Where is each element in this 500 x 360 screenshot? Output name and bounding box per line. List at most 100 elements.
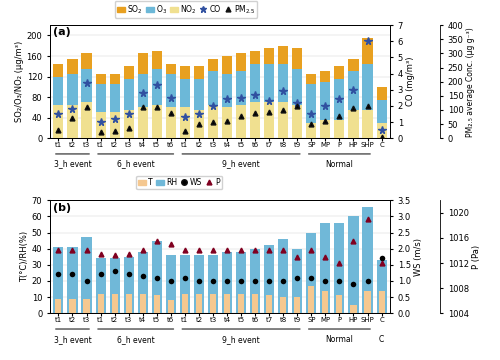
Bar (152, 240, 162, 313)
Bar (320, 223, 330, 313)
Bar (208, 59, 218, 71)
Text: 3_h event: 3_h event (54, 335, 92, 344)
Bar (336, 296, 342, 313)
Bar (362, 110, 372, 138)
Bar (82, 102, 92, 138)
Bar (334, 120, 344, 138)
Bar (166, 64, 176, 74)
Bar (180, 66, 190, 79)
Bar (250, 249, 260, 313)
Bar (68, 74, 78, 105)
Bar (378, 291, 384, 313)
Y-axis label: PM₂.₅ average Conc. (μg g⁻³): PM₂.₅ average Conc. (μg g⁻³) (466, 27, 475, 136)
Bar (278, 46, 288, 64)
Bar (376, 100, 386, 123)
Bar (266, 296, 272, 313)
Bar (82, 53, 92, 69)
Bar (252, 294, 258, 313)
Bar (182, 294, 188, 313)
Bar (168, 300, 174, 313)
Bar (208, 105, 218, 138)
Bar (180, 107, 190, 138)
Bar (362, 207, 372, 313)
Bar (376, 260, 386, 313)
Bar (306, 84, 316, 123)
Bar (166, 255, 176, 313)
Legend: SO$_2$, O$_3$, NO$_2$, CO, PM$_{2.5}$: SO$_2$, O$_3$, NO$_2$, CO, PM$_{2.5}$ (115, 1, 257, 18)
Bar (210, 294, 216, 313)
Bar (96, 258, 106, 313)
Bar (250, 51, 260, 64)
Bar (56, 299, 62, 313)
Legend: T, RH, WS, P: T, RH, WS, P (136, 176, 222, 189)
Y-axis label: T(°C)/RH(%): T(°C)/RH(%) (20, 231, 29, 282)
Bar (364, 291, 370, 313)
Bar (96, 112, 106, 138)
Y-axis label: SO₂/O₃/NO₂ (μg/m³): SO₂/O₃/NO₂ (μg/m³) (14, 41, 24, 122)
Bar (138, 252, 148, 313)
Bar (196, 294, 202, 313)
Bar (124, 79, 134, 110)
Bar (68, 59, 78, 74)
Bar (112, 294, 117, 313)
Text: (b): (b) (54, 203, 72, 212)
Bar (264, 64, 274, 102)
Bar (194, 110, 204, 138)
Bar (222, 74, 232, 107)
Bar (292, 69, 302, 105)
Bar (68, 247, 78, 313)
Bar (110, 258, 120, 313)
Bar (208, 71, 218, 105)
Text: 9_h event: 9_h event (222, 159, 260, 168)
Text: 3_h event: 3_h event (54, 159, 92, 168)
Bar (126, 294, 132, 313)
Text: C: C (379, 335, 384, 344)
Bar (350, 305, 356, 313)
Bar (224, 294, 230, 313)
Bar (124, 110, 134, 138)
Bar (166, 74, 176, 107)
Bar (306, 233, 316, 313)
Bar (180, 255, 190, 313)
Bar (334, 66, 344, 79)
Bar (278, 64, 288, 102)
Bar (264, 102, 274, 138)
Y-axis label: CO (mg/m³): CO (mg/m³) (406, 57, 415, 107)
Bar (54, 247, 64, 313)
Bar (348, 110, 358, 138)
Bar (138, 53, 148, 74)
Bar (322, 291, 328, 313)
Bar (278, 102, 288, 138)
Bar (348, 216, 358, 313)
Bar (138, 107, 148, 138)
Bar (236, 53, 246, 71)
Bar (110, 112, 120, 138)
Bar (320, 82, 330, 120)
Bar (98, 294, 103, 313)
Bar (222, 56, 232, 74)
Text: (a): (a) (54, 27, 71, 37)
Bar (250, 64, 260, 102)
Bar (222, 107, 232, 138)
Bar (180, 79, 190, 107)
Bar (54, 105, 64, 138)
Bar (124, 257, 134, 313)
Bar (96, 84, 106, 112)
Bar (236, 105, 246, 138)
Bar (264, 48, 274, 64)
Bar (194, 79, 204, 110)
Bar (306, 123, 316, 138)
Text: Normal: Normal (326, 159, 353, 168)
Bar (82, 237, 92, 313)
Bar (194, 66, 204, 79)
Text: Normal: Normal (326, 335, 353, 344)
Bar (334, 223, 344, 313)
Bar (138, 74, 148, 107)
Bar (82, 69, 92, 102)
Bar (320, 71, 330, 82)
Bar (222, 252, 232, 313)
Bar (320, 120, 330, 138)
Bar (110, 74, 120, 84)
Bar (292, 48, 302, 69)
Bar (152, 105, 162, 138)
